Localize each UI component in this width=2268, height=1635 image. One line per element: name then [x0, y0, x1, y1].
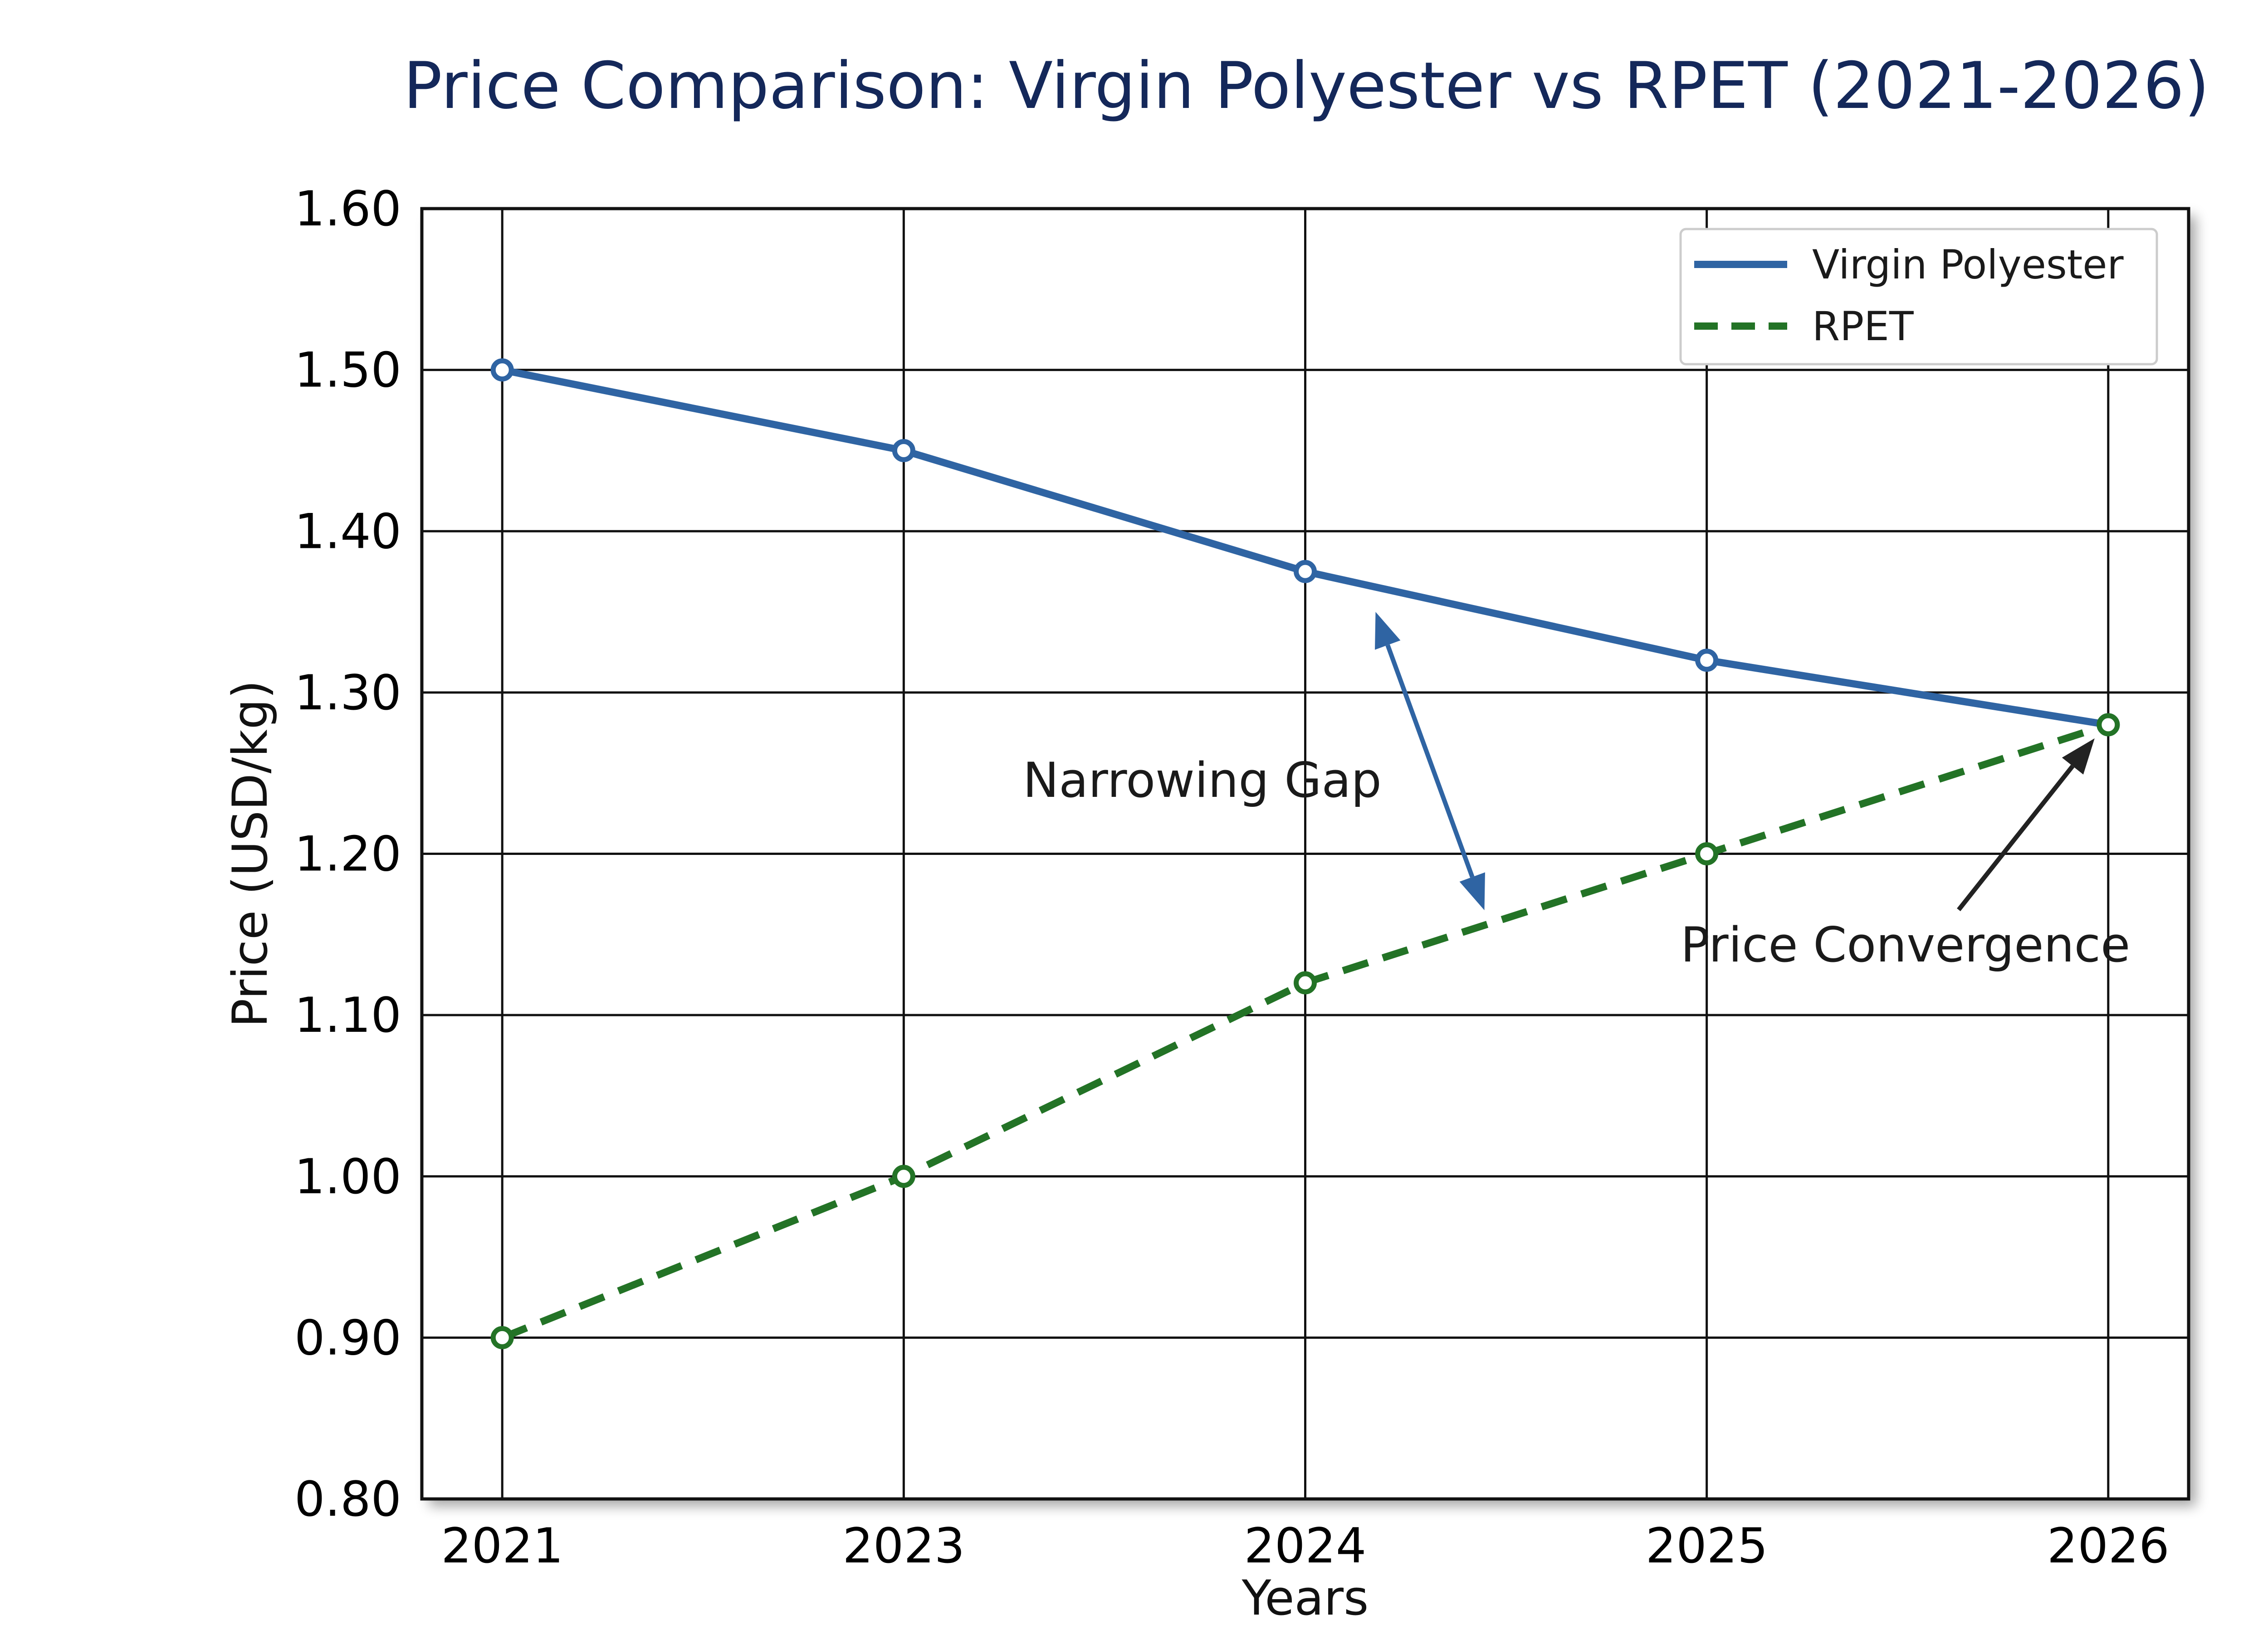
y-axis-label: Price (USD/kg) — [222, 680, 278, 1028]
y-tick-label: 1.10 — [294, 987, 401, 1043]
virgin-polyester-point — [1695, 649, 1719, 672]
rpet-point — [892, 1165, 915, 1188]
series-layer — [490, 358, 2120, 1349]
convergence-arrow-head — [2062, 738, 2095, 775]
annotation-layer: Narrowing Gap Price Convergence — [1023, 612, 2130, 973]
rpet-point — [490, 1326, 514, 1349]
gap-arrow-head-bottom — [1459, 872, 1485, 910]
gap-arrow-shaft — [1385, 644, 1475, 878]
virgin-polyester-point — [1294, 560, 1317, 583]
y-tick-label: 1.60 — [294, 181, 401, 237]
y-tick-label: 0.80 — [294, 1471, 401, 1527]
virgin-polyester-point — [490, 358, 514, 382]
convergence-arrow-shaft — [1957, 765, 2075, 912]
plot-frame — [420, 207, 2190, 1501]
y-tick-label: 1.30 — [294, 665, 401, 721]
y-tick-label: 0.90 — [294, 1310, 401, 1366]
tick-labels: 0.80 0.90 1.00 1.10 1.20 1.30 1.40 1.50 1.60 2021… — [294, 181, 2170, 1574]
rpet-point — [1695, 842, 1719, 865]
x-tick-label: 2023 — [842, 1518, 965, 1574]
price-convergence-label: Price Convergence — [1681, 917, 2130, 973]
y-tick-label: 1.00 — [294, 1149, 401, 1205]
legend-box — [1679, 228, 2158, 366]
x-tick-label: 2026 — [2047, 1518, 2170, 1574]
chart-title: Price Comparison: Virgin Polyester vs RP… — [403, 49, 2209, 123]
y-tick-label: 1.40 — [294, 503, 401, 559]
narrowing-gap-label: Narrowing Gap — [1023, 752, 1382, 808]
virgin-polyester-point — [892, 439, 915, 462]
gap-arrow-head-top — [1375, 612, 1401, 650]
legend: Virgin Polyester RPET — [1679, 228, 2158, 366]
x-tick-label: 2024 — [1244, 1518, 1367, 1574]
legend-label: RPET — [1812, 303, 1914, 350]
legend-label: Virgin Polyester — [1812, 241, 2124, 288]
rpet-point — [2097, 713, 2120, 737]
y-tick-label: 1.20 — [294, 826, 401, 882]
x-axis-label: Years — [1242, 1570, 1369, 1626]
rpet-point — [1294, 971, 1317, 995]
x-tick-label: 2025 — [1646, 1518, 1768, 1574]
y-tick-label: 1.50 — [294, 342, 401, 398]
x-tick-label: 2021 — [441, 1518, 563, 1574]
